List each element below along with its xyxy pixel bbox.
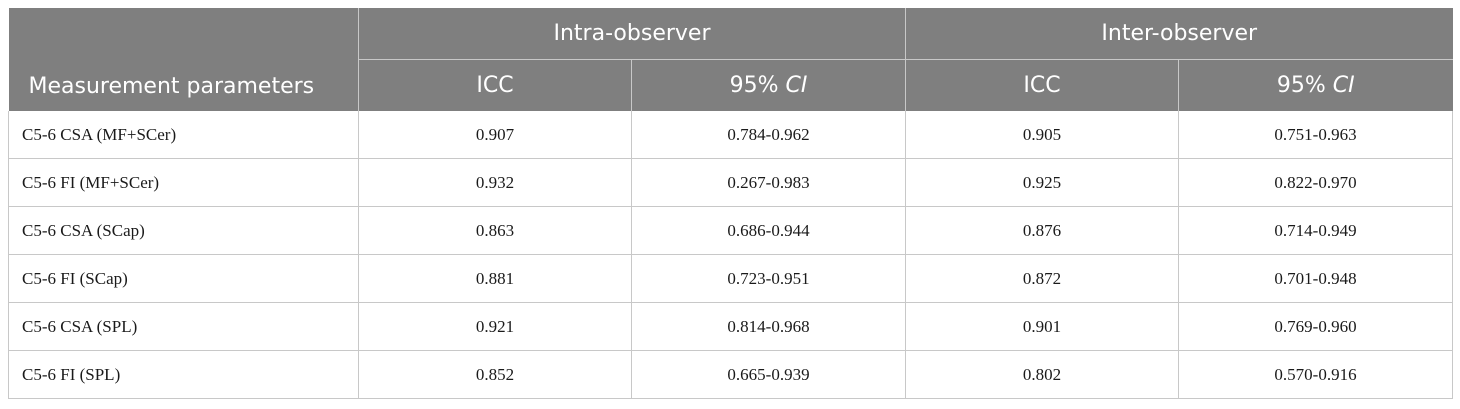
ci-prefix: 95% [729, 73, 786, 98]
cell-parameter: C5-6 FI (MF+SCer) [8, 158, 359, 207]
header-intra-observer: Intra-observer [358, 8, 906, 60]
table-row: C5-6 FI (MF+SCer) 0.932 0.267-0.983 0.92… [8, 158, 1453, 207]
cell-intra-ci: 0.267-0.983 [631, 158, 906, 207]
cell-parameter: C5-6 CSA (SPL) [8, 302, 359, 351]
header-measurement-parameters: Measurement parameters [8, 8, 359, 111]
cell-parameter: C5-6 CSA (SCap) [8, 206, 359, 255]
cell-inter-ci: 0.570-0.916 [1178, 350, 1453, 399]
ci-italic: CI [785, 73, 808, 98]
table-header: Measurement parameters Intra-observer In… [8, 8, 1453, 111]
cell-inter-icc: 0.925 [905, 158, 1179, 207]
header-inter-ci: 95% CI [1178, 59, 1453, 111]
cell-intra-ci: 0.665-0.939 [631, 350, 906, 399]
table-row: C5-6 CSA (MF+SCer) 0.907 0.784-0.962 0.9… [8, 111, 1453, 159]
cell-parameter: C5-6 FI (SPL) [8, 350, 359, 399]
cell-inter-icc: 0.872 [905, 254, 1179, 303]
ci-prefix: 95% [1276, 73, 1333, 98]
header-row-groups: Measurement parameters Intra-observer In… [8, 8, 1453, 111]
cell-inter-ci: 0.701-0.948 [1178, 254, 1453, 303]
header-intra-icc: ICC [358, 59, 632, 111]
header-inter-observer: Inter-observer [905, 8, 1453, 60]
cell-intra-ci: 0.686-0.944 [631, 206, 906, 255]
cell-intra-icc: 0.863 [358, 206, 632, 255]
cell-inter-icc: 0.905 [905, 111, 1179, 159]
icc-table: Measurement parameters Intra-observer In… [8, 8, 1453, 399]
cell-intra-ci: 0.814-0.968 [631, 302, 906, 351]
cell-intra-icc: 0.921 [358, 302, 632, 351]
cell-inter-icc: 0.876 [905, 206, 1179, 255]
header-row-subcolumns: ICC 95% CI ICC 95% CI [9, 59, 1453, 111]
cell-parameter: C5-6 CSA (MF+SCer) [8, 111, 359, 159]
cell-intra-icc: 0.852 [358, 350, 632, 399]
cell-parameter: C5-6 FI (SCap) [8, 254, 359, 303]
table-row: C5-6 CSA (SCap) 0.863 0.686-0.944 0.876 … [8, 206, 1453, 255]
ci-italic: CI [1332, 73, 1355, 98]
cell-inter-ci: 0.822-0.970 [1178, 158, 1453, 207]
table-body: C5-6 CSA (MF+SCer) 0.907 0.784-0.962 0.9… [8, 111, 1453, 399]
cell-inter-ci: 0.751-0.963 [1178, 111, 1453, 159]
table-row: C5-6 FI (SCap) 0.881 0.723-0.951 0.872 0… [8, 254, 1453, 303]
table-row: C5-6 FI (SPL) 0.852 0.665-0.939 0.802 0.… [8, 350, 1453, 399]
cell-inter-ci: 0.769-0.960 [1178, 302, 1453, 351]
header-inter-icc: ICC [905, 59, 1179, 111]
cell-inter-icc: 0.802 [905, 350, 1179, 399]
table-row: C5-6 CSA (SPL) 0.921 0.814-0.968 0.901 0… [8, 302, 1453, 351]
header-intra-ci: 95% CI [631, 59, 906, 111]
cell-inter-ci: 0.714-0.949 [1178, 206, 1453, 255]
cell-intra-icc: 0.907 [358, 111, 632, 159]
cell-intra-ci: 0.784-0.962 [631, 111, 906, 159]
cell-intra-icc: 0.932 [358, 158, 632, 207]
cell-intra-icc: 0.881 [358, 254, 632, 303]
cell-inter-icc: 0.901 [905, 302, 1179, 351]
cell-intra-ci: 0.723-0.951 [631, 254, 906, 303]
